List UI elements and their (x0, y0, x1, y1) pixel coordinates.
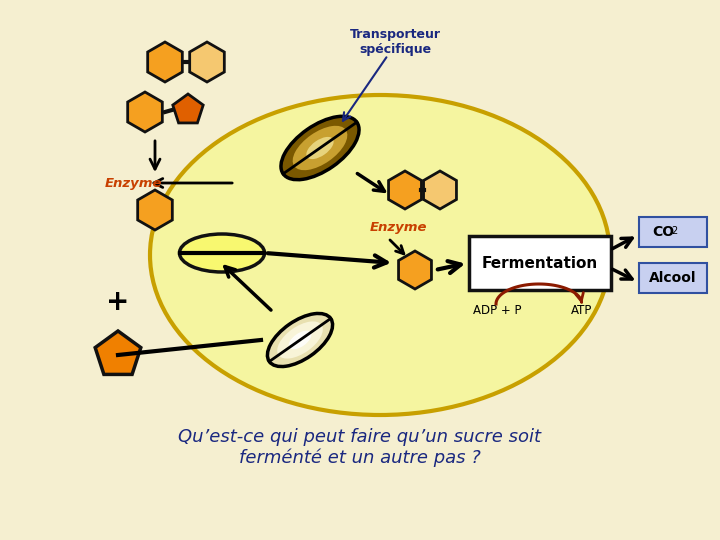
Polygon shape (399, 251, 431, 289)
Text: ATP: ATP (571, 303, 593, 316)
Ellipse shape (281, 116, 359, 180)
Polygon shape (189, 42, 225, 82)
FancyBboxPatch shape (469, 236, 611, 290)
Polygon shape (95, 331, 141, 374)
Text: +: + (107, 288, 130, 316)
Ellipse shape (277, 321, 323, 359)
Text: ADP + P: ADP + P (473, 303, 521, 316)
Polygon shape (127, 92, 162, 132)
Polygon shape (148, 42, 182, 82)
Text: 2: 2 (671, 226, 678, 236)
Ellipse shape (292, 126, 347, 170)
Text: Qu’est-ce qui peut faire qu’un sucre soit
ferménté et un autre pas ?: Qu’est-ce qui peut faire qu’un sucre soi… (179, 428, 541, 468)
Ellipse shape (306, 137, 333, 159)
Ellipse shape (179, 234, 264, 272)
Text: CO: CO (652, 225, 674, 239)
Text: Enzyme: Enzyme (370, 221, 428, 234)
Ellipse shape (289, 330, 312, 349)
Ellipse shape (267, 313, 333, 367)
Polygon shape (423, 171, 456, 209)
Text: Enzyme: Enzyme (105, 177, 163, 190)
FancyBboxPatch shape (639, 263, 707, 293)
Text: Fermentation: Fermentation (482, 255, 598, 271)
Polygon shape (389, 171, 421, 209)
Ellipse shape (150, 95, 610, 415)
Polygon shape (138, 190, 172, 230)
Text: Alcool: Alcool (649, 271, 697, 285)
Polygon shape (173, 94, 203, 123)
FancyBboxPatch shape (639, 217, 707, 247)
Text: Transporteur
spécifique: Transporteur spécifique (349, 28, 441, 56)
